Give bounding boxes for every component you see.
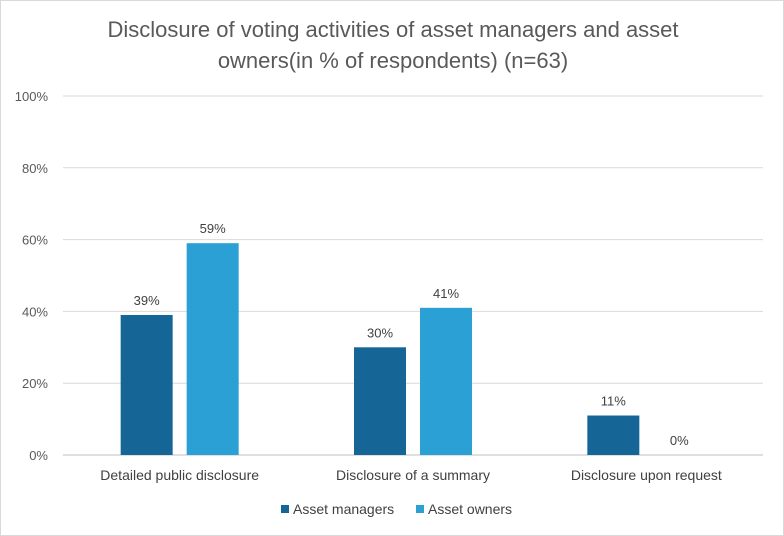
gridlines <box>63 95 763 456</box>
chart-title-line: owners(in % of respondents) (n=63) <box>218 48 568 73</box>
chart-title: Disclosure of voting activities of asset… <box>107 17 678 73</box>
bar <box>587 415 640 455</box>
bar <box>186 243 239 455</box>
y-tick-label: 20% <box>22 376 48 391</box>
legend-swatch <box>281 505 289 513</box>
y-axis-ticks: 0% 20% 40% 60% 80% 100% <box>15 89 49 463</box>
data-label: 30% <box>367 325 393 340</box>
legend: Asset managers Asset owners <box>281 501 512 517</box>
category-label: Disclosure of a summary <box>336 467 490 483</box>
legend-label: Asset managers <box>293 501 394 517</box>
bar <box>354 347 406 455</box>
y-tick-label: 0% <box>29 448 48 463</box>
bar <box>420 307 472 455</box>
y-tick-label: 40% <box>22 304 48 319</box>
data-label: 59% <box>200 221 226 236</box>
data-label: 11% <box>601 394 626 409</box>
y-tick-label: 80% <box>22 161 48 176</box>
data-label: 0% <box>670 433 689 448</box>
data-labels: 39% 59% 30% 41% 11% 0% <box>134 221 690 448</box>
x-axis-categories: Detailed public disclosure Disclosure of … <box>100 467 722 483</box>
category-label: Detailed public disclosure <box>100 467 259 483</box>
chart-title-line: Disclosure of voting activities of asset… <box>107 17 678 42</box>
y-tick-label: 60% <box>22 233 48 248</box>
data-label: 41% <box>433 286 459 301</box>
bars <box>120 243 640 455</box>
category-label: Disclosure upon request <box>571 467 722 483</box>
bar <box>120 314 173 455</box>
legend-swatch <box>416 505 424 513</box>
legend-label: Asset owners <box>428 501 512 517</box>
y-tick-label: 100% <box>15 89 49 104</box>
data-label: 39% <box>134 293 160 308</box>
